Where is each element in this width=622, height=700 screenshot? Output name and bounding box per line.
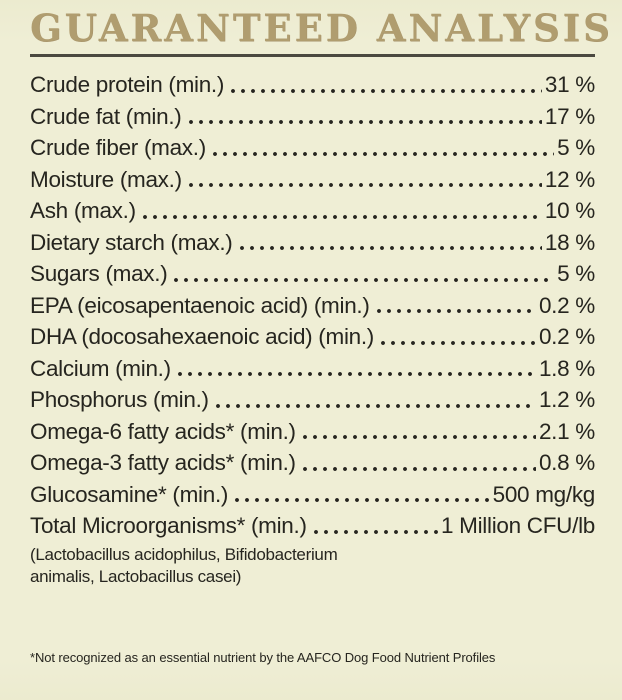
nutrient-value: 17 % [544,103,595,129]
dot-leader [381,340,536,345]
dot-leader [302,466,536,471]
analysis-row: DHA (docosahexaenoic acid) (min.) 0.2 % [30,321,595,353]
analysis-row: EPA (eicosapentaenoic acid) (min.) 0.2 % [30,290,595,322]
dot-leader [215,403,536,408]
dot-leader [376,309,536,313]
nutrient-value: 500 mg/kg [492,481,596,507]
nutrient-value: 12 % [544,166,595,192]
dot-leader [174,277,555,282]
analysis-row: Omega-3 fatty acids* (min.) 0.8 % [30,447,595,479]
analysis-table: Crude protein (min.) 31 % Crude fat (min.)… [30,69,595,542]
nutrient-label: Crude fiber (max.) [30,135,206,160]
dot-leader [142,214,542,219]
nutrient-label: Glucosamine* (min.) [30,481,229,507]
aafco-footnote: *Not recognized as an essential nutrient… [30,649,496,665]
nutrient-label: Omega-6 fatty acids* (min.) [30,418,296,444]
analysis-row: Dietary starch (max.) 18 % [30,227,595,259]
nutrient-label: Phosphorus (min.) [30,387,209,412]
analysis-row: Phosphorus (min.) 1.2 % [30,384,595,416]
nutrient-label: Sugars (max.) [30,261,168,286]
nutrient-label: Total Microorganisms* (min.) [30,513,307,538]
dot-leader [302,435,536,439]
analysis-row: Crude protein (min.) 31 % [30,69,595,101]
nutrient-value: 0.2 % [538,324,595,349]
dot-leader [212,151,555,156]
dot-leader [188,120,542,124]
analysis-row: Moisture (max.) 12 % [30,164,595,196]
dot-leader [313,529,438,534]
analysis-row: Calcium (min.) 1.8 % [30,353,595,385]
nutrient-label: Crude protein (min.) [30,72,225,97]
nutrient-value: 18 % [544,229,595,255]
section-title: GUARANTEED ANALYSIS [30,6,613,50]
dot-leader [231,88,542,93]
nutrient-value: 2.1 % [538,418,595,444]
dot-leader [188,183,542,187]
analysis-row: Crude fiber (max.) 5 % [30,132,595,164]
analysis-row: Omega-6 fatty acids* (min.) 2.1 % [30,416,595,448]
nutrient-value: 0.2 % [538,292,595,318]
analysis-row: Glucosamine* (min.) 500 mg/kg [30,479,595,511]
analysis-row: Total Microorganisms* (min.) 1 Million CF… [30,510,595,542]
nutrient-value: 1.2 % [538,387,595,412]
analysis-row: Crude fat (min.) 17 % [30,101,595,133]
dot-leader [235,498,490,502]
nutrient-value: 1 Million CFU/lb [441,513,595,538]
analysis-row: Sugars (max.) 5 % [30,258,595,290]
nutrient-label: Crude fat (min.) [30,103,182,129]
nutrient-label: Dietary starch (max.) [30,229,233,255]
microorganisms-note: (Lactobacillus acidophilus, Bifidobacter… [30,544,338,586]
nutrient-label: DHA (docosahexaenoic acid) (min.) [30,324,375,349]
nutrient-value: 31 % [544,72,595,97]
nutrient-value: 0.8 % [538,450,595,475]
nutrient-value: 1.8 % [538,355,595,381]
nutrient-label: Calcium (min.) [30,355,171,381]
nutrient-label: EPA (eicosapentaenoic acid) (min.) [30,292,370,318]
nutrient-label: Ash (max.) [30,198,136,223]
nutrient-label: Omega-3 fatty acids* (min.) [30,450,296,475]
dot-leader [239,246,542,250]
dot-leader [177,372,536,376]
nutrient-value: 5 % [557,261,595,286]
title-underline [30,54,595,57]
analysis-row: Ash (max.) 10 % [30,195,595,227]
nutrient-value: 5 % [557,135,595,160]
nutrient-value: 10 % [544,198,595,223]
nutrient-label: Moisture (max.) [30,166,182,192]
